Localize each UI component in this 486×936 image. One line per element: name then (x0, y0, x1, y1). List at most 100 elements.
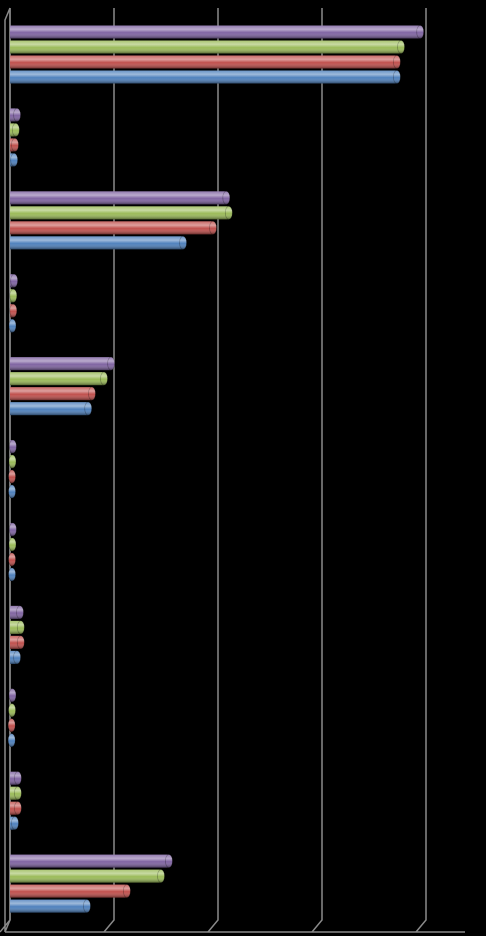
bar-cap-shine (8, 718, 16, 732)
bar (10, 356, 115, 371)
bar-shine (10, 635, 21, 649)
bar (10, 786, 22, 801)
bar-cap-shine (393, 55, 401, 69)
bar (10, 884, 131, 898)
bar-cap-shine (100, 372, 108, 386)
bar-cap-shine (16, 605, 24, 619)
bar (10, 108, 21, 122)
bar-shine (10, 605, 20, 619)
grid-line (311, 8, 323, 933)
grid-line (415, 8, 427, 933)
bar (10, 650, 21, 665)
bar (8, 537, 17, 552)
bar (7, 718, 16, 733)
bar-shine (10, 25, 421, 39)
bar-shine (10, 650, 18, 664)
bar-cap-shine (9, 289, 17, 303)
bar-cap-shine (10, 274, 18, 288)
bar-shine (10, 899, 87, 913)
bar-shine (10, 387, 92, 401)
bar (10, 401, 93, 416)
bar-cap-shine (8, 485, 16, 499)
bar-cap-shine (416, 25, 424, 39)
bar-cap-shine (397, 40, 405, 54)
bar-cap-shine (8, 319, 16, 333)
bar-cap-shine (222, 191, 230, 205)
bar-shine (10, 771, 18, 785)
bar (8, 469, 16, 484)
bar-cap-shine (179, 236, 187, 250)
bar-cap-shine (209, 221, 217, 235)
bar-shine (10, 884, 127, 898)
bar-cap-shine (13, 650, 21, 664)
bar-cap-shine (225, 206, 233, 220)
bar (7, 733, 16, 748)
bar (8, 454, 17, 469)
bar (10, 854, 173, 868)
bar-cap-shine (8, 703, 16, 717)
bar-cap-shine (8, 455, 16, 469)
bar (10, 273, 19, 288)
bar-shine (10, 786, 18, 800)
bar-cap-shine (8, 688, 16, 702)
bar (8, 567, 16, 582)
bar (9, 303, 18, 318)
bar-shine (10, 40, 402, 54)
bar-shine (10, 372, 105, 386)
bar-cap-shine (165, 854, 173, 868)
bar-shine (10, 108, 18, 122)
bar (8, 552, 16, 567)
bar (10, 153, 19, 167)
bar-cap-shine (14, 786, 22, 800)
bar-cap-shine (88, 387, 96, 401)
bar-cap-shine (84, 402, 92, 416)
bar (10, 371, 108, 386)
bar-shine (10, 854, 169, 868)
grid-line (103, 8, 115, 933)
bar-cap-shine (8, 567, 16, 581)
bar-cap-shine (12, 123, 20, 137)
bar-cap-shine (393, 70, 401, 84)
bar-shine (10, 801, 18, 815)
bar-shine (10, 55, 397, 69)
bar (10, 620, 25, 635)
bar (10, 25, 425, 39)
bar-shine (10, 236, 184, 250)
bar (10, 70, 401, 84)
bar-cap-shine (157, 869, 165, 883)
bar-shine (10, 869, 162, 883)
bar-shine (10, 221, 214, 235)
bar (10, 605, 24, 620)
bar-cap-shine (107, 357, 115, 371)
bar-cap-shine (10, 153, 18, 167)
bar (8, 688, 17, 703)
bar (8, 318, 17, 333)
bar (10, 40, 405, 54)
bar-cap-shine (13, 108, 21, 122)
bar-cap-shine (8, 552, 16, 566)
bar-cap-shine (14, 771, 22, 785)
bar (10, 123, 20, 137)
bar-shine (10, 191, 227, 205)
bar (9, 439, 17, 454)
bar-cap-shine (8, 470, 16, 484)
bar-cap-shine (11, 138, 19, 152)
bar (10, 899, 91, 913)
bar-shine (10, 70, 397, 84)
bar (10, 55, 401, 69)
bar-cap-shine (83, 899, 91, 913)
bar-cap-shine (17, 620, 25, 634)
bar (10, 205, 233, 220)
bar-shine (10, 206, 229, 220)
bar-cap-shine (123, 884, 131, 898)
bar-shine (10, 357, 112, 371)
bar (10, 235, 187, 250)
bar-cap-shine (14, 801, 22, 815)
bar-cap-shine (9, 440, 17, 454)
bar (8, 484, 16, 499)
bar (10, 220, 217, 235)
bar-shine (10, 402, 89, 416)
bar (9, 522, 17, 537)
bar-cap-shine (8, 537, 16, 551)
